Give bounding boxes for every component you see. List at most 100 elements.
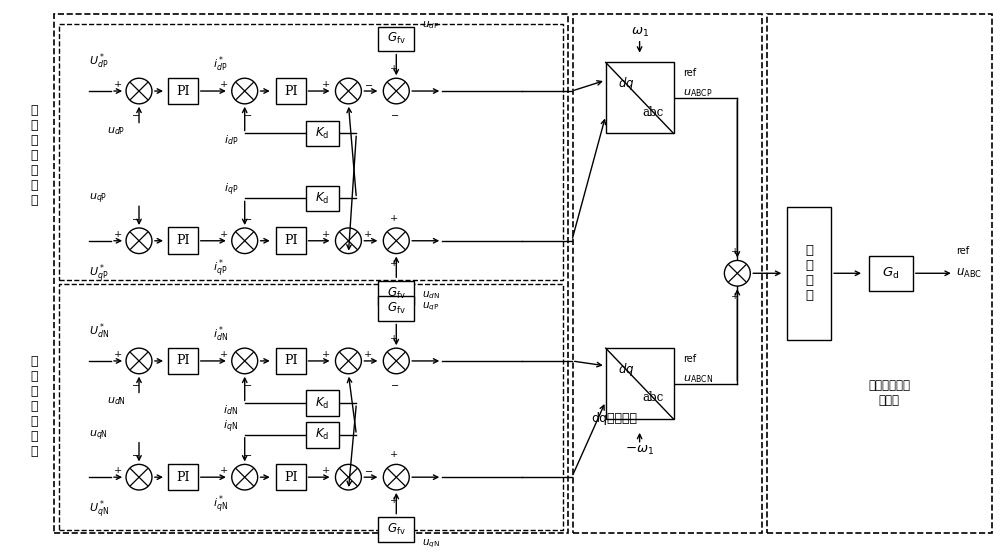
Text: $K_{\mathrm{d}}$: $K_{\mathrm{d}}$ <box>315 427 330 442</box>
Text: abc: abc <box>643 106 664 118</box>
Bar <box>276 464 306 491</box>
Text: 调
制
执
行: 调 制 执 行 <box>805 244 813 302</box>
Text: $G_{\mathrm{fv}}$: $G_{\mathrm{fv}}$ <box>387 522 406 537</box>
Text: $-$: $-$ <box>243 109 252 119</box>
Bar <box>168 227 198 254</box>
Circle shape <box>335 228 361 254</box>
Text: $u_{q\mathrm{N}}$: $u_{q\mathrm{N}}$ <box>89 429 108 443</box>
Text: +: + <box>322 350 330 359</box>
Circle shape <box>335 348 361 374</box>
Bar <box>378 517 414 542</box>
Bar <box>869 255 913 291</box>
Text: $u_{q\mathrm{P}}$: $u_{q\mathrm{P}}$ <box>422 301 440 313</box>
Text: +: + <box>220 80 228 89</box>
Text: PI: PI <box>176 354 190 367</box>
Text: +: + <box>390 451 398 460</box>
Text: +: + <box>322 80 330 89</box>
Text: +: + <box>114 80 122 89</box>
Text: $-\omega_1$: $-\omega_1$ <box>625 445 654 457</box>
Text: +: + <box>114 230 122 239</box>
Bar <box>276 78 306 105</box>
Bar <box>306 121 339 146</box>
Text: +: + <box>220 466 228 475</box>
Bar <box>306 390 339 416</box>
Text: $-$: $-$ <box>131 109 140 119</box>
Text: $-$: $-$ <box>243 380 252 389</box>
Text: +: + <box>390 64 398 74</box>
Text: ref: ref <box>956 246 969 255</box>
Text: +: + <box>731 247 739 255</box>
Bar <box>787 207 831 340</box>
Text: +: + <box>390 259 398 268</box>
Text: $U^*_{q\mathrm{N}}$: $U^*_{q\mathrm{N}}$ <box>89 499 109 521</box>
Text: $dq$: $dq$ <box>618 361 634 378</box>
Text: $i_{d\mathrm{P}}$: $i_{d\mathrm{P}}$ <box>224 133 238 147</box>
Bar <box>306 422 339 447</box>
Text: $u_{d\mathrm{P}}$: $u_{d\mathrm{P}}$ <box>107 126 125 137</box>
Text: +: + <box>390 214 398 223</box>
Bar <box>276 348 306 374</box>
Text: +: + <box>220 230 228 239</box>
Text: $-$: $-$ <box>390 380 399 389</box>
Text: +: + <box>364 230 373 239</box>
Text: $-$: $-$ <box>131 451 140 460</box>
Text: $\omega_1$: $\omega_1$ <box>631 26 649 39</box>
Text: +: + <box>322 466 330 475</box>
Bar <box>168 464 198 491</box>
Bar <box>168 78 198 105</box>
Text: $i^*_{q\mathrm{N}}$: $i^*_{q\mathrm{N}}$ <box>213 494 228 516</box>
Text: $U^*_{q\mathrm{P}}$: $U^*_{q\mathrm{P}}$ <box>89 263 109 285</box>
Circle shape <box>126 228 152 254</box>
Text: +: + <box>322 230 330 239</box>
Text: $i_{q\mathrm{N}}$: $i_{q\mathrm{N}}$ <box>223 419 238 435</box>
Text: PI: PI <box>176 234 190 247</box>
Bar <box>378 296 414 321</box>
Text: $G_{\mathrm{d}}$: $G_{\mathrm{d}}$ <box>882 266 900 281</box>
Circle shape <box>126 78 152 104</box>
Text: +: + <box>114 350 122 359</box>
Bar <box>378 281 414 305</box>
Circle shape <box>232 465 258 490</box>
Circle shape <box>232 348 258 374</box>
Bar <box>59 284 563 530</box>
Text: PI: PI <box>284 234 297 247</box>
Text: $i_{q\mathrm{P}}$: $i_{q\mathrm{P}}$ <box>224 182 238 199</box>
Bar <box>767 14 992 533</box>
Text: PI: PI <box>284 354 297 367</box>
Text: abc: abc <box>643 392 664 404</box>
Text: $-$: $-$ <box>131 380 140 389</box>
Text: $i_{d\mathrm{N}}$: $i_{d\mathrm{N}}$ <box>223 403 238 417</box>
Text: +: + <box>731 292 739 301</box>
Text: $u_{d\mathrm{P}}$: $u_{d\mathrm{P}}$ <box>422 19 440 31</box>
Text: $-$: $-$ <box>243 451 252 460</box>
Text: $u_{d\mathrm{N}}$: $u_{d\mathrm{N}}$ <box>107 395 126 407</box>
Circle shape <box>126 348 152 374</box>
Bar <box>378 27 414 51</box>
Text: $K_{\mathrm{d}}$: $K_{\mathrm{d}}$ <box>315 126 330 141</box>
Text: $-$: $-$ <box>364 466 374 475</box>
Text: PI: PI <box>176 471 190 484</box>
Circle shape <box>383 348 409 374</box>
Text: $u_{\mathrm{ABC}}$: $u_{\mathrm{ABC}}$ <box>956 267 982 280</box>
Circle shape <box>724 260 750 286</box>
Text: $u_{d\mathrm{N}}$: $u_{d\mathrm{N}}$ <box>422 289 440 301</box>
Text: $dq$: $dq$ <box>618 75 634 92</box>
Text: $-$: $-$ <box>364 80 374 89</box>
Text: $-$: $-$ <box>390 109 399 119</box>
Text: $U^*_{d\mathrm{N}}$: $U^*_{d\mathrm{N}}$ <box>89 322 109 341</box>
Text: +: + <box>390 334 398 343</box>
Text: +: + <box>364 350 373 359</box>
Bar <box>606 348 674 419</box>
Circle shape <box>335 78 361 104</box>
Text: 正
序
电
压
电
流
环: 正 序 电 压 电 流 环 <box>31 103 38 207</box>
Text: $i^*_{d\mathrm{N}}$: $i^*_{d\mathrm{N}}$ <box>213 325 228 344</box>
Circle shape <box>383 465 409 490</box>
Text: $u_{\mathrm{ABCP}}$: $u_{\mathrm{ABCP}}$ <box>683 87 713 99</box>
Text: 系统调制与链
路延时: 系统调制与链 路延时 <box>868 379 910 408</box>
Text: ref: ref <box>683 68 697 78</box>
Bar <box>59 24 563 280</box>
Bar <box>54 14 568 533</box>
Bar <box>606 62 674 133</box>
Circle shape <box>232 78 258 104</box>
Bar <box>306 186 339 211</box>
